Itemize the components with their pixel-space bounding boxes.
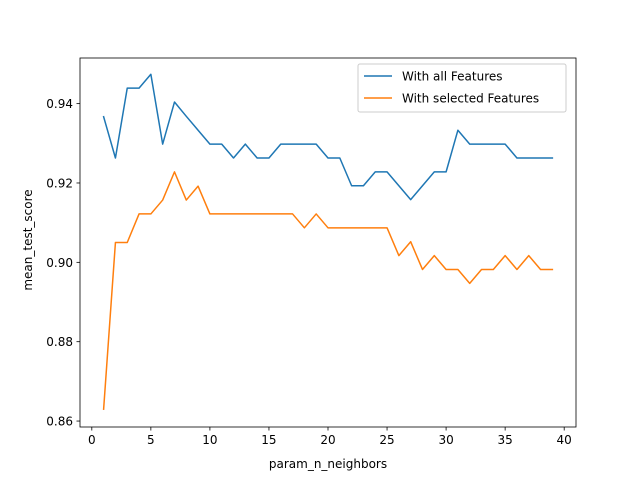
y-tick-label: 0.94 — [46, 97, 73, 111]
x-tick-label: 15 — [261, 433, 276, 447]
legend: With all Features With selected Features — [357, 63, 567, 113]
series-layer — [102, 73, 554, 410]
y-tick-label: 0.88 — [46, 335, 73, 349]
legend-frame — [357, 63, 567, 113]
series-line-2 — [102, 171, 554, 410]
x-tick-label: 40 — [557, 433, 572, 447]
legend-label-1: With all Features — [402, 70, 503, 84]
x-tick-label: 30 — [438, 433, 453, 447]
y-tick-label: 0.92 — [46, 176, 73, 190]
y-axis-label: mean_test_score — [21, 189, 35, 290]
x-tick-label: 0 — [88, 433, 96, 447]
y-tick-label: 0.90 — [46, 256, 73, 270]
axes-layer: 0 5 10 15 20 25 30 35 40 0.86 0.88 0.90 0.92 0.94 — [46, 57, 577, 447]
x-tick-label: 25 — [379, 433, 394, 447]
series-line-1 — [102, 73, 554, 201]
x-tick-label: 20 — [320, 433, 335, 447]
x-axis-label: param_n_neighbors — [269, 457, 387, 471]
x-tick-label: 5 — [147, 433, 155, 447]
x-tick-label: 35 — [498, 433, 513, 447]
y-tick-label: 0.86 — [46, 415, 73, 429]
legend-label-2: With selected Features — [402, 92, 539, 106]
x-tick-label: 10 — [202, 433, 217, 447]
